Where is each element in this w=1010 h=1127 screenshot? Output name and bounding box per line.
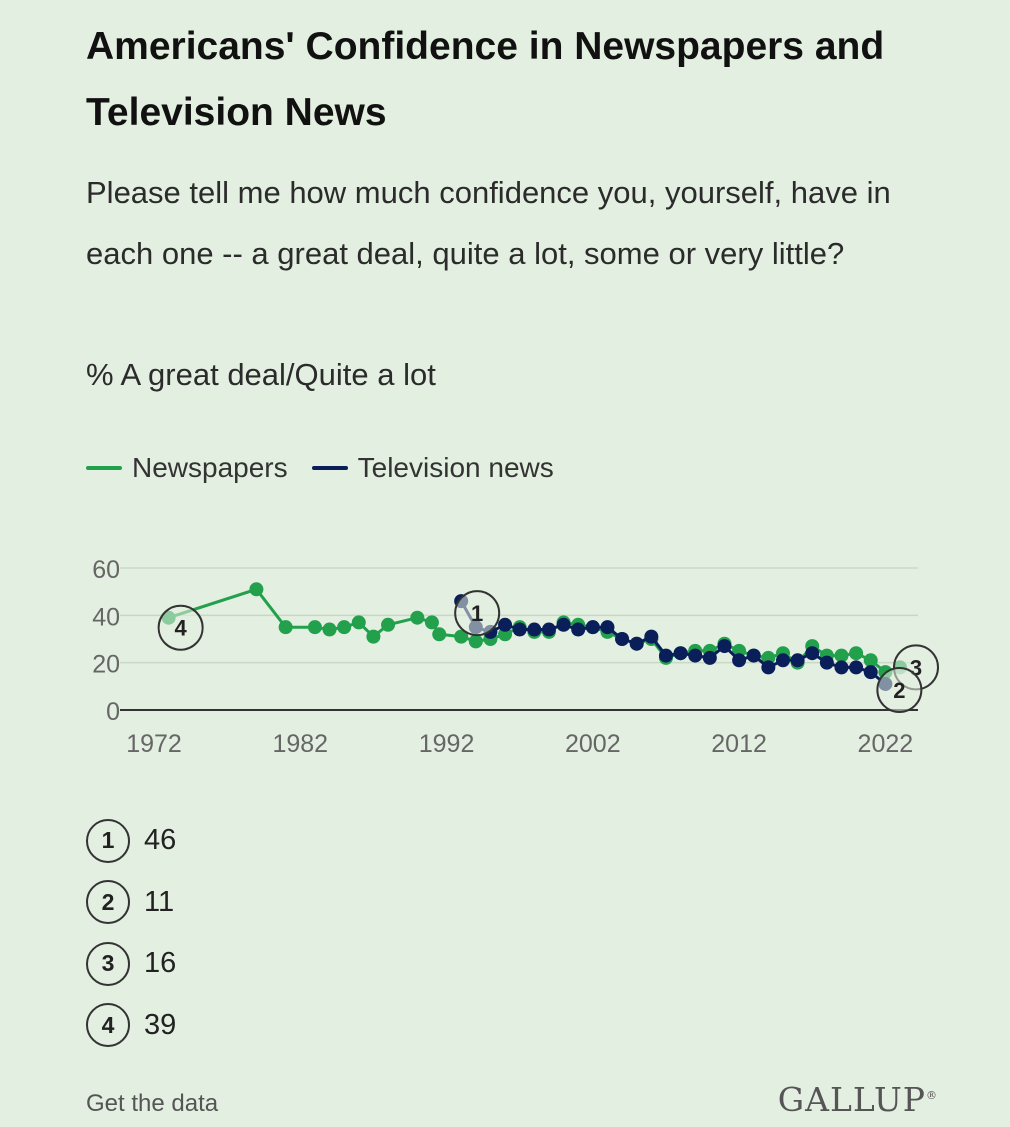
data-point-television-news xyxy=(629,636,644,651)
y-tick-label: 20 xyxy=(92,651,120,679)
note-item: 2 11 xyxy=(86,872,176,934)
x-tick-label: 2002 xyxy=(565,730,621,758)
data-point-newspapers xyxy=(307,620,322,635)
data-point-television-news xyxy=(600,620,615,635)
data-point-newspapers xyxy=(381,617,396,632)
data-point-television-news xyxy=(819,655,834,670)
data-point-newspapers xyxy=(322,622,337,637)
annotation-label: 4 xyxy=(175,616,188,641)
legend-label-television-news: Television news xyxy=(357,452,554,483)
data-point-newspapers xyxy=(849,646,864,661)
data-point-newspapers xyxy=(432,627,447,642)
note-badge: 2 xyxy=(86,880,130,925)
data-point-television-news xyxy=(585,620,600,635)
note-value: 16 xyxy=(144,947,177,980)
chart-legend: Newspapers Television news xyxy=(86,452,578,484)
legend-item-newspapers[interactable]: Newspapers xyxy=(86,452,288,484)
data-point-television-news xyxy=(805,646,820,661)
note-item: 3 16 xyxy=(86,933,176,995)
chart-title: Americans' Confidence in Newspapers and … xyxy=(86,25,885,134)
data-point-television-news xyxy=(688,648,703,663)
data-point-newspapers xyxy=(468,634,483,649)
note-item: 4 39 xyxy=(86,995,176,1057)
note-value: 46 xyxy=(144,824,177,857)
x-tick-label: 2022 xyxy=(858,730,914,758)
data-point-television-news xyxy=(732,653,747,668)
data-point-television-news xyxy=(702,650,717,665)
data-point-television-news xyxy=(746,648,761,663)
note-value: 11 xyxy=(144,885,175,918)
data-point-television-news xyxy=(498,617,513,632)
y-tick-label: 60 xyxy=(92,556,120,584)
data-point-television-news xyxy=(527,622,542,637)
data-point-television-news xyxy=(863,665,878,680)
note-item: 1 46 xyxy=(86,810,176,872)
chart-subtitle: Please tell me how much confidence you, … xyxy=(86,175,891,271)
data-point-newspapers xyxy=(337,620,352,635)
data-point-television-news xyxy=(658,648,673,663)
y-tick-label: 40 xyxy=(92,603,120,631)
annotation-marker xyxy=(876,666,923,713)
y-tick-label: 0 xyxy=(106,698,120,726)
x-tick-label: 1992 xyxy=(419,730,475,758)
annotation-label: 2 xyxy=(893,678,905,703)
data-point-television-news xyxy=(673,646,688,661)
data-point-newspapers xyxy=(834,648,849,663)
annotation-notes: 1 46 2 11 3 16 4 39 xyxy=(86,810,176,1056)
legend-label-newspapers: Newspapers xyxy=(132,452,288,483)
annotation-label: 1 xyxy=(471,601,483,626)
data-point-newspapers xyxy=(410,610,425,625)
data-point-television-news xyxy=(790,653,805,668)
brand-registered-mark: ® xyxy=(926,1089,938,1102)
data-point-television-news xyxy=(571,622,586,637)
data-point-television-news xyxy=(615,632,630,646)
data-point-television-news xyxy=(775,653,790,668)
data-point-newspapers xyxy=(454,629,469,644)
data-point-television-news xyxy=(849,660,864,675)
data-point-newspapers xyxy=(863,653,878,668)
data-point-television-news xyxy=(512,622,527,637)
x-tick-label: 1972 xyxy=(126,730,182,758)
gallup-logo: GALLUP® xyxy=(778,1080,938,1119)
data-point-television-news xyxy=(717,639,732,654)
data-point-television-news xyxy=(644,629,659,644)
note-value: 39 xyxy=(144,1008,177,1041)
data-point-newspapers xyxy=(351,615,366,630)
x-tick-label: 1982 xyxy=(272,730,328,758)
annotation-marker xyxy=(157,604,204,651)
data-point-newspapers xyxy=(278,620,293,635)
brand-name: GALLUP xyxy=(777,1080,926,1119)
note-badge: 1 xyxy=(86,818,130,863)
data-point-newspapers xyxy=(366,629,381,644)
data-point-newspapers xyxy=(424,615,439,630)
legend-swatch-newspapers xyxy=(86,466,122,470)
data-point-newspapers xyxy=(249,582,264,597)
legend-item-television-news[interactable]: Television news xyxy=(311,452,554,484)
get-the-data-link[interactable]: Get the data xyxy=(86,1090,219,1117)
annotation-marker xyxy=(454,590,501,637)
note-badge: 3 xyxy=(86,941,130,986)
legend-swatch-television-news xyxy=(311,466,348,470)
chart-measure-label: % A great deal/Quite a lot xyxy=(86,357,436,392)
data-point-television-news xyxy=(541,622,556,637)
data-point-television-news xyxy=(834,660,849,675)
note-badge: 4 xyxy=(86,1003,130,1048)
data-point-television-news xyxy=(761,660,776,675)
x-tick-label: 2012 xyxy=(711,730,767,758)
series-line-television-news xyxy=(459,600,887,686)
data-point-television-news xyxy=(556,617,571,632)
